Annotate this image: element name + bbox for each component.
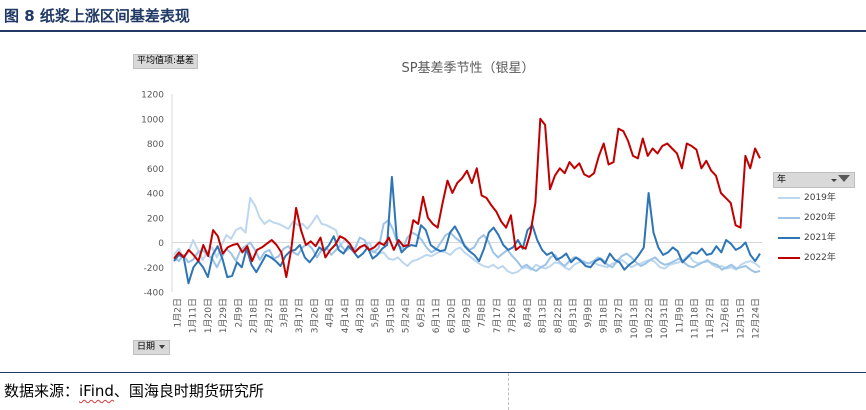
x-tick-label: 5月15日 xyxy=(385,298,396,333)
series-line-2022年 xyxy=(173,117,761,279)
x-tick-label: 4月14日 xyxy=(340,298,351,333)
title-rule xyxy=(0,30,866,32)
source-name: iFind xyxy=(79,382,114,400)
x-tick-label: 10月22日 xyxy=(644,298,655,339)
x-tick-label: 1月29日 xyxy=(218,298,229,333)
x-tick-label: 7月8日 xyxy=(477,298,488,327)
chart-legend: 年 2019年 2020年 2021年 2022年 xyxy=(773,172,855,268)
x-tick-label: 5月24日 xyxy=(401,298,412,333)
x-tick-label: 8月22日 xyxy=(553,298,564,333)
legend-item-2022: 2022年 xyxy=(773,248,855,268)
x-tick-label: 6月20日 xyxy=(446,298,457,333)
date-filter-label: 日期 xyxy=(137,342,156,352)
dropdown-arrow-icon xyxy=(159,344,166,349)
x-tick-label: 6月29日 xyxy=(462,298,473,333)
y-tick-label: 1000 xyxy=(141,115,164,125)
source-rule xyxy=(0,372,866,373)
legend-filter-button[interactable]: 年 xyxy=(773,172,855,188)
y-tick-label: 400 xyxy=(147,190,164,200)
x-tick-label: 10月13日 xyxy=(629,298,640,339)
dropdown-arrow-icon xyxy=(831,179,837,182)
x-tick-label: 8月31日 xyxy=(568,298,579,333)
filter-funnel-icon[interactable] xyxy=(838,175,850,182)
x-tick-label: 7月26日 xyxy=(507,298,518,333)
legend-header-label: 年 xyxy=(777,175,787,185)
legend-swatch xyxy=(778,257,800,259)
x-tick-label: 11月27日 xyxy=(705,298,716,339)
legend-label: 2021年 xyxy=(804,233,836,243)
legend-item-2020: 2020年 xyxy=(773,208,855,228)
x-tick-label: 9月9日 xyxy=(583,298,594,327)
x-tick-label: 9月27日 xyxy=(614,298,625,333)
x-tick-label: 3月8日 xyxy=(279,298,290,327)
divider xyxy=(508,373,509,410)
y-tick-label: -400 xyxy=(144,289,165,299)
y-tick-label: -200 xyxy=(144,264,165,274)
legend-label: 2020年 xyxy=(804,213,836,223)
x-tick-label: 9月18日 xyxy=(598,298,609,333)
x-tick-label: 7月17日 xyxy=(492,298,503,333)
y-tick-label: 600 xyxy=(147,165,164,175)
chart-title: SP基差季节性（银星） xyxy=(401,61,534,76)
x-tick-label: 8月4日 xyxy=(522,298,533,327)
x-tick-label: 8月13日 xyxy=(538,298,549,333)
x-tick-label: 6月11日 xyxy=(431,298,442,333)
x-tick-label: 2月18日 xyxy=(249,298,260,333)
y-tick-label: 800 xyxy=(147,140,164,150)
source-suffix: 、国海良时期货研究所 xyxy=(113,382,264,400)
date-filter-button[interactable]: 日期 xyxy=(133,340,171,355)
y-tick-label: 0 xyxy=(158,239,164,249)
x-tick-label: 3月17日 xyxy=(294,298,305,333)
x-tick-label: 3月26日 xyxy=(309,298,320,333)
y-tick-label: 200 xyxy=(147,214,164,224)
x-tick-label: 6月2日 xyxy=(416,298,427,327)
legend-swatch xyxy=(778,237,800,239)
series-line-2021年 xyxy=(173,175,761,285)
source-note: 数据来源：iFind、国海良时期货研究所 xyxy=(4,380,264,401)
legend-swatch xyxy=(778,197,800,199)
x-tick-label: 11月18日 xyxy=(690,298,701,339)
legend-item-2021: 2021年 xyxy=(773,228,855,248)
x-tick-label: 12月24日 xyxy=(751,298,762,339)
legend-label: 2022年 xyxy=(804,253,836,263)
legend-swatch xyxy=(778,217,800,219)
x-tick-label: 11月9日 xyxy=(674,298,685,333)
legend-label: 2019年 xyxy=(804,193,836,203)
x-tick-label: 1月20日 xyxy=(203,298,214,333)
chart-plot: SP基差季节性（银星） -400 -200 0 200 400 600 800 1000 120… xyxy=(141,61,762,339)
x-tick-label: 2月27日 xyxy=(264,298,275,333)
source-prefix: 数据来源： xyxy=(4,382,80,400)
x-tick-label: 1月2日 xyxy=(173,298,184,327)
x-tick-label: 4月23日 xyxy=(355,298,366,333)
x-tick-label: 12月6日 xyxy=(720,298,731,333)
y-tick-label: 1200 xyxy=(141,91,164,101)
pivot-field-button[interactable]: 平均值项:基差 xyxy=(133,54,199,69)
legend-item-2019: 2019年 xyxy=(773,188,855,208)
x-tick-label: 4月4日 xyxy=(325,298,336,327)
x-tick-label: 5月6日 xyxy=(370,298,381,327)
figure-title: 图 8 纸浆上涨区间基差表现 xyxy=(4,7,190,25)
x-tick-label: 2月9日 xyxy=(233,298,244,327)
series-line-2019年 xyxy=(173,196,761,275)
x-tick-label: 10月31日 xyxy=(659,298,670,339)
x-tick-label: 1月11日 xyxy=(188,298,199,333)
x-tick-label: 12月15日 xyxy=(735,298,746,339)
